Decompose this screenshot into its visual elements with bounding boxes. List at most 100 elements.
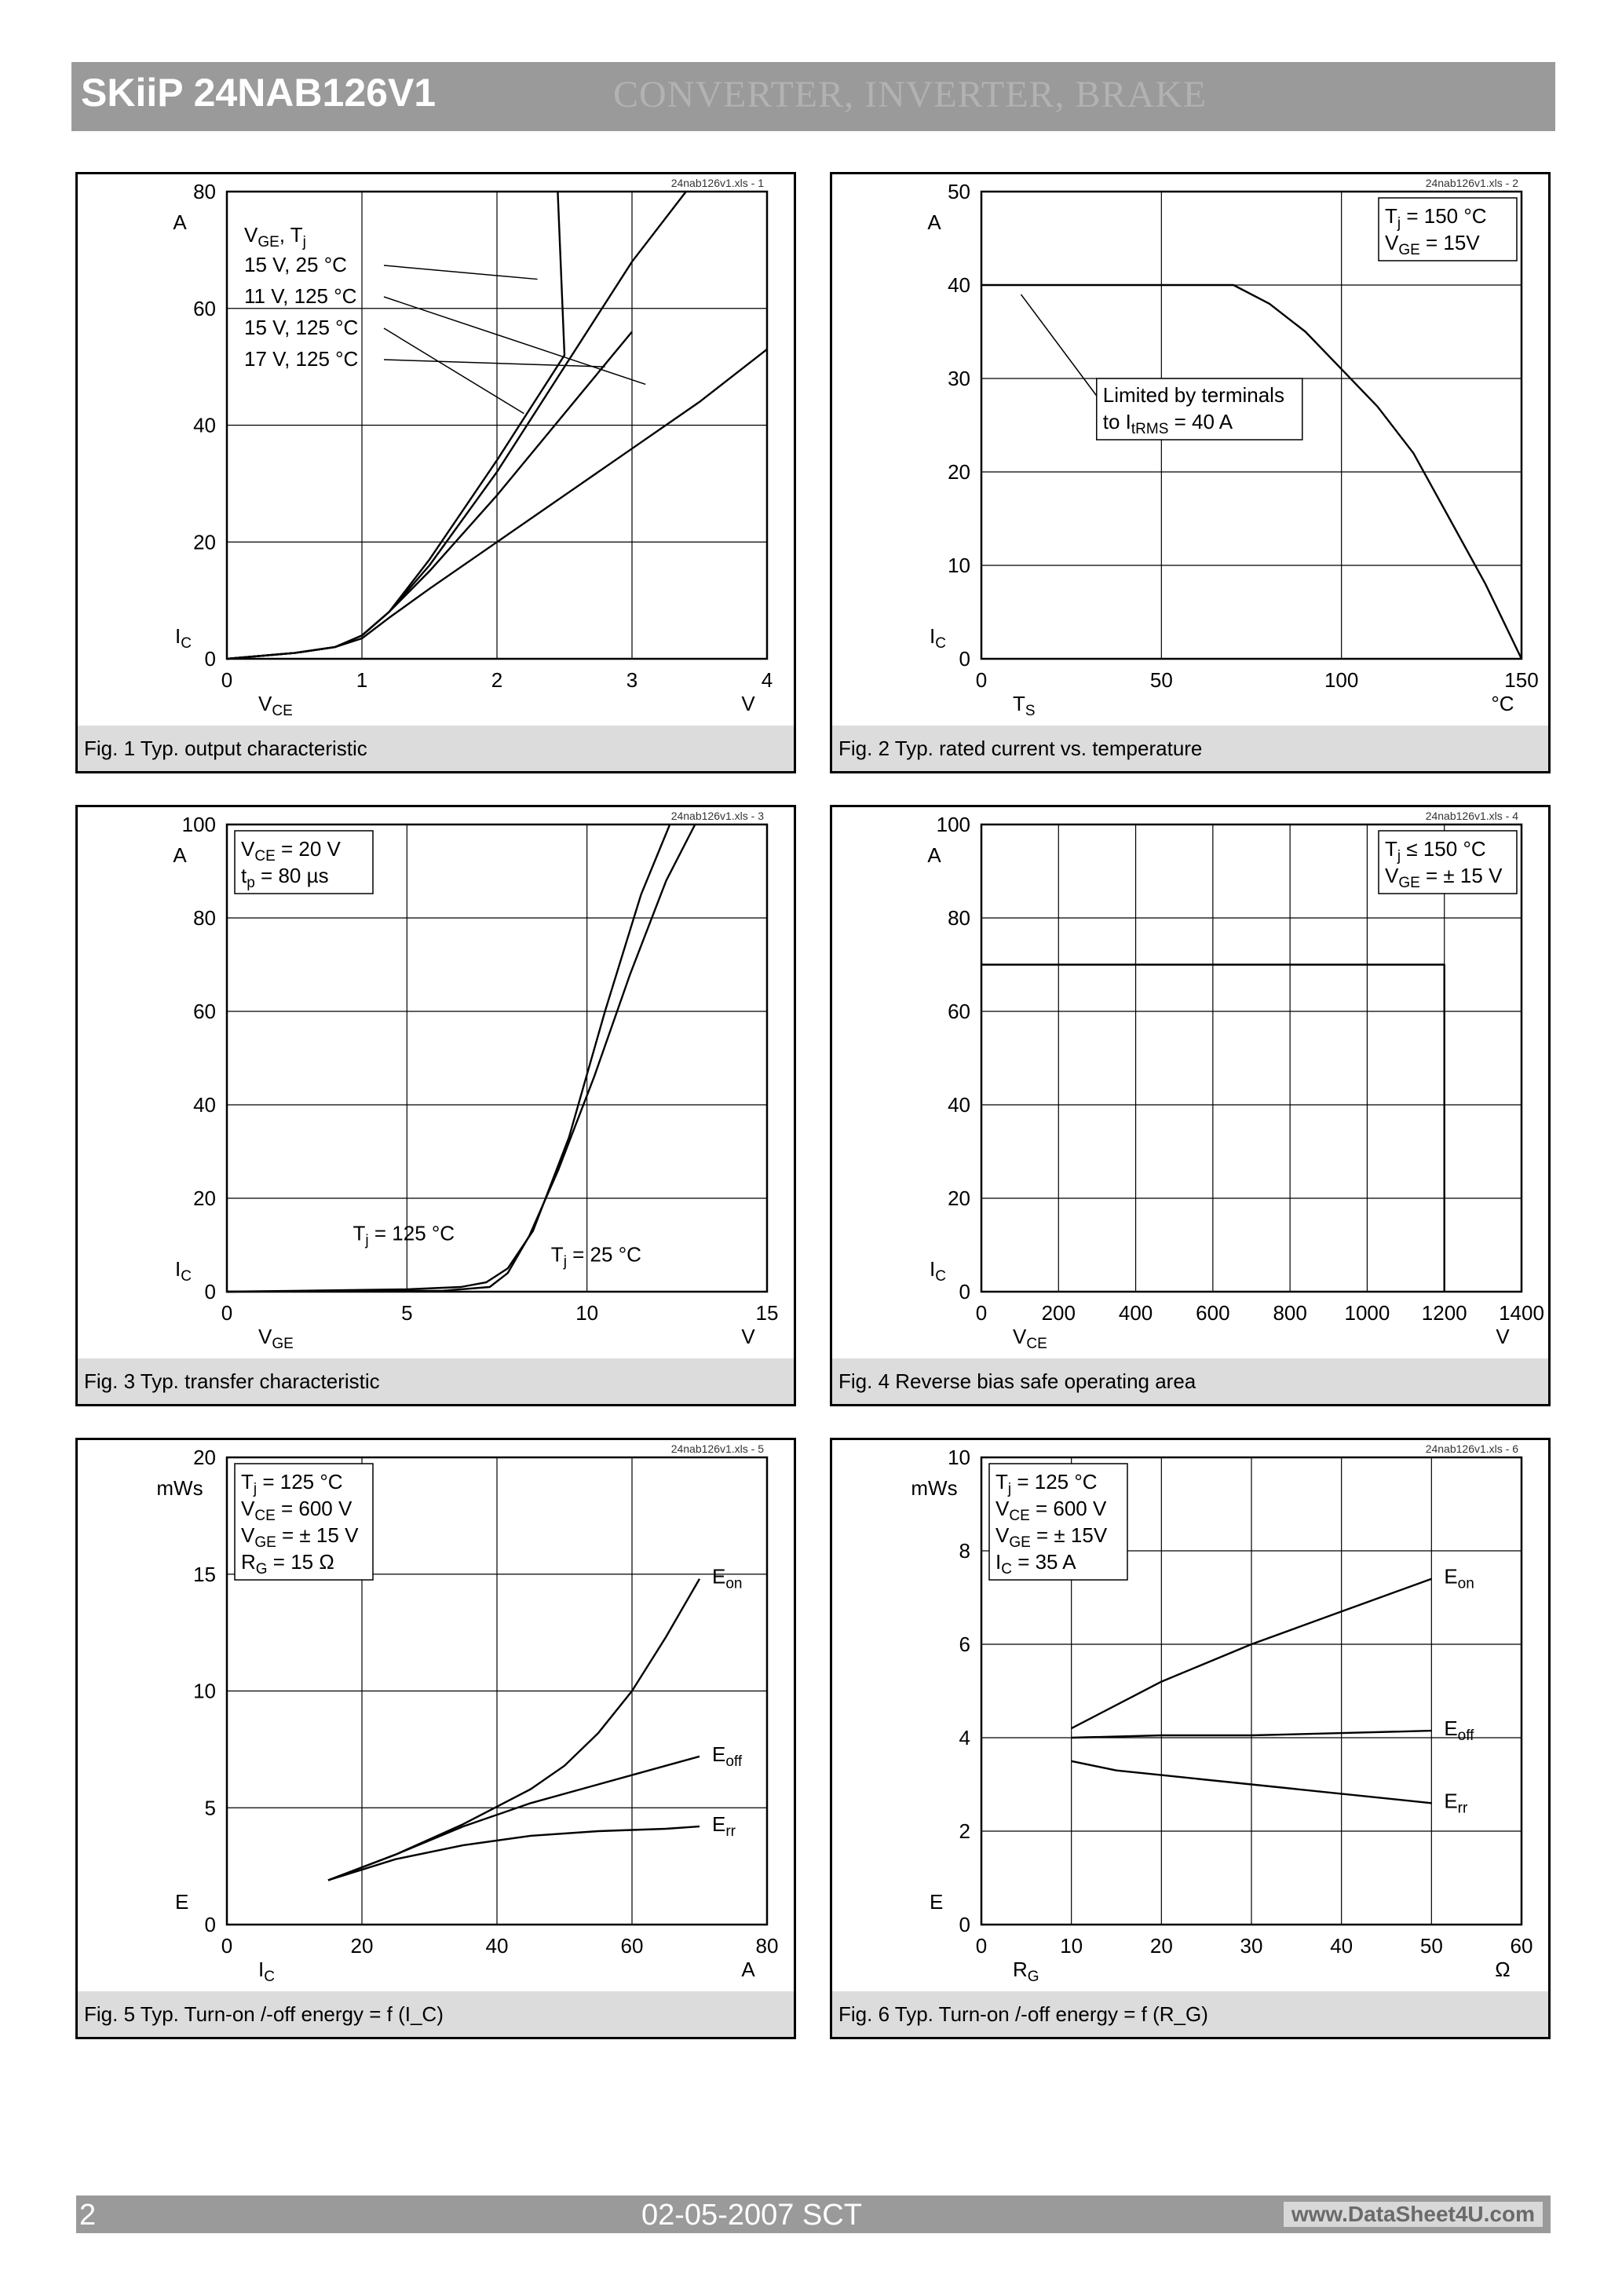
y-tick-label: 10 — [193, 1680, 216, 1703]
x-tick-label: 80 — [756, 1934, 779, 1958]
y-tick-label: 0 — [959, 1913, 970, 1936]
grid — [226, 824, 768, 1292]
y-tick-label: 10 — [948, 554, 970, 577]
x-tick-label: 40 — [486, 1934, 509, 1958]
y-tick-label: 80 — [948, 906, 970, 930]
page-header: CONVERTER, INVERTER, BRAKE SKiiP 24NAB12… — [71, 62, 1555, 131]
y-tick-label: 20 — [948, 1186, 970, 1210]
legend-box — [234, 830, 374, 894]
x-tick-label: 20 — [1150, 1934, 1173, 1958]
chart-caption: Fig. 4 Reverse bias safe operating area — [832, 1358, 1548, 1404]
chart-6: 24nab126v1.xls - 6 0 10 20 30 40 50 60 0 2 4 6 8 10 Em… — [911, 1442, 1532, 1985]
leader-line — [383, 327, 524, 415]
legend-box — [988, 1463, 1128, 1581]
page-number: 2 — [79, 2199, 97, 2232]
legend-entry: Tj = 150 °C — [1385, 204, 1487, 232]
x-tick-label: 1 — [356, 668, 367, 692]
series-label: Err — [712, 1812, 736, 1840]
x-tick-label: 0 — [221, 668, 232, 692]
legend-header: VGE, Tj — [244, 223, 306, 250]
x-tick-label: 15 — [756, 1301, 779, 1325]
y-axis-label: IC — [930, 624, 946, 652]
series-line-2 — [226, 824, 696, 1293]
chart-caption: Fig. 1 Typ. output characteristic — [78, 726, 794, 771]
x-tick-label: 3 — [627, 668, 637, 692]
chart-2: 24nab126v1.xls - 2 0 50 100 150 0 10 20 30 40 50 IC… — [927, 177, 1538, 719]
legend-entry: 15 V, 125 °C — [244, 316, 358, 339]
y-tick-label: 0 — [205, 1280, 216, 1303]
x-axis-unit: Ω — [1495, 1958, 1510, 1981]
y-tick-label: 6 — [959, 1632, 970, 1656]
x-tick-label: 0 — [976, 668, 987, 692]
x-tick-label: 20 — [351, 1934, 374, 1958]
y-tick-label: 80 — [193, 906, 216, 930]
y-axis-label: IC — [930, 1257, 946, 1285]
series-line-1 — [1071, 1578, 1432, 1730]
y-axis-unit: A — [927, 210, 941, 234]
grid — [981, 824, 1522, 1292]
file-tag: 24nab126v1.xls - 6 — [1426, 1442, 1519, 1455]
series-line-3 — [226, 331, 633, 660]
x-axis-label: VCE — [1013, 1325, 1047, 1352]
footer-site: www.DataSheet4U.com — [1283, 2202, 1543, 2227]
legend-box — [1378, 830, 1518, 894]
x-tick-label: 2 — [491, 668, 502, 692]
header-ghost-text: CONVERTER, INVERTER, BRAKE — [613, 74, 1207, 115]
file-tag: 24nab126v1.xls - 3 — [671, 810, 765, 822]
legend-entry: Tj = 125 °C — [995, 1470, 1098, 1497]
legend-box — [1378, 197, 1518, 261]
x-tick-label: 50 — [1150, 668, 1173, 692]
file-tag: 24nab126v1.xls - 4 — [1426, 810, 1519, 822]
y-axis-label: E — [930, 1890, 943, 1914]
y-tick-label: 20 — [193, 530, 216, 554]
y-axis-unit: A — [927, 843, 941, 867]
legend-entry: VGE = ± 15V — [995, 1523, 1108, 1551]
file-tag: 24nab126v1.xls - 2 — [1426, 177, 1519, 189]
legend-entry: 17 V, 125 °C — [244, 347, 358, 371]
leader-line — [383, 296, 646, 386]
x-tick-label: 5 — [401, 1301, 412, 1325]
y-tick-label: 8 — [959, 1539, 970, 1563]
plot-frame — [980, 823, 1523, 1293]
x-tick-label: 10 — [575, 1301, 598, 1325]
y-axis-label: IC — [175, 624, 192, 652]
leader-line — [383, 265, 538, 280]
legend-entry: 15 V, 25 °C — [244, 253, 347, 276]
chart-caption: Fig. 2 Typ. rated current vs. temperatur… — [832, 726, 1548, 771]
x-tick-label: 150 — [1504, 668, 1538, 692]
legend-entry: Tj = 125 °C — [241, 1470, 343, 1497]
chart-panel-3: 24nab126v1.xls - 3 0 5 10 15 0 20 40 60 80 100 IC A V… — [75, 805, 796, 1406]
x-axis-unit: V — [741, 1325, 755, 1348]
y-tick-label: 100 — [937, 813, 970, 836]
x-tick-label: 1200 — [1422, 1301, 1467, 1325]
chart-panel-2: 24nab126v1.xls - 2 0 50 100 150 0 10 20 30 40 50 IC… — [830, 172, 1551, 773]
legend-entry: IC = 35 A — [995, 1550, 1076, 1578]
y-tick-label: 20 — [193, 1446, 216, 1469]
legend-entry: VGE = ± 15 V — [241, 1523, 359, 1551]
series-line-1 — [981, 963, 1445, 1292]
x-axis-label: IC — [258, 1958, 275, 1985]
series-line-1 — [327, 1578, 701, 1881]
leader-line — [383, 359, 605, 367]
legend-entry: VGE = ± 15 V — [1385, 864, 1503, 891]
plot-frame — [225, 823, 769, 1293]
x-tick-label: 200 — [1042, 1301, 1076, 1325]
legend-entry: VCE = 600 V — [241, 1497, 353, 1524]
series-line-3 — [327, 1825, 700, 1881]
y-tick-label: 40 — [948, 273, 970, 297]
series-label: Tj = 125 °C — [353, 1222, 455, 1249]
x-axis-label: VCE — [258, 692, 293, 719]
chart-4: 24nab126v1.xls - 40 200 400 600 800 1000 1200 1… — [927, 810, 1544, 1352]
annotation-text: Limited by terminals — [1103, 383, 1284, 407]
legend-entry: VCE = 20 V — [241, 837, 342, 865]
x-tick-label: 50 — [1420, 1934, 1443, 1958]
x-tick-label: 800 — [1273, 1301, 1306, 1325]
y-axis-unit: mWs — [156, 1476, 203, 1500]
x-tick-label: 60 — [621, 1934, 644, 1958]
x-tick-label: 4 — [762, 668, 773, 692]
y-tick-label: 100 — [182, 813, 216, 836]
plot-frame — [225, 1456, 769, 1926]
legend-entry: tp = 80 µs — [241, 864, 329, 891]
